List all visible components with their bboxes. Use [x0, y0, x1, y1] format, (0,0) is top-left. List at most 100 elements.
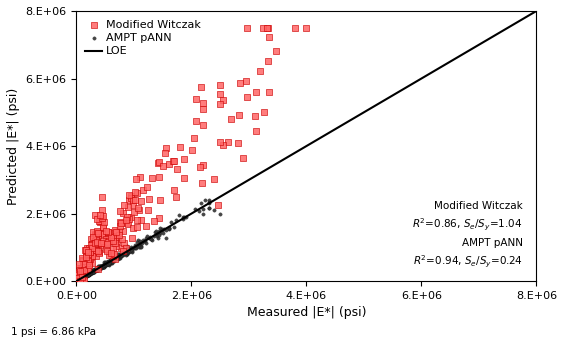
Modified Witczak [99, 230, 108, 235]
AMPT pANN [90, 268, 99, 274]
Modified Witczak [124, 198, 133, 203]
AMPT pANN [98, 264, 107, 269]
AMPT pANN [79, 274, 88, 279]
Modified Witczak [155, 159, 164, 165]
Modified Witczak [272, 48, 281, 53]
AMPT pANN [85, 271, 94, 276]
AMPT pANN [76, 276, 85, 282]
AMPT pANN [80, 274, 89, 279]
AMPT pANN [76, 276, 85, 282]
AMPT pANN [97, 264, 106, 270]
Modified Witczak [144, 207, 153, 212]
Modified Witczak [109, 251, 118, 257]
Modified Witczak [82, 248, 91, 253]
AMPT pANN [102, 259, 111, 265]
AMPT pANN [90, 268, 99, 273]
AMPT pANN [78, 275, 87, 280]
Legend: Modified Witczak, AMPT pANN, LOE: Modified Witczak, AMPT pANN, LOE [82, 17, 205, 60]
Modified Witczak [260, 109, 269, 115]
Modified Witczak [113, 234, 122, 240]
AMPT pANN [86, 270, 95, 275]
Modified Witczak [74, 278, 83, 284]
AMPT pANN [89, 267, 98, 272]
AMPT pANN [74, 277, 83, 283]
AMPT pANN [92, 265, 102, 271]
AMPT pANN [81, 273, 90, 278]
AMPT pANN [109, 256, 118, 261]
AMPT pANN [74, 277, 83, 282]
Modified Witczak [91, 240, 100, 245]
AMPT pANN [88, 269, 97, 275]
Modified Witczak [91, 238, 100, 244]
AMPT pANN [136, 244, 145, 249]
AMPT pANN [81, 273, 90, 278]
Modified Witczak [80, 268, 89, 273]
AMPT pANN [107, 256, 116, 261]
Modified Witczak [77, 276, 86, 282]
AMPT pANN [76, 276, 85, 282]
AMPT pANN [191, 206, 200, 211]
Modified Witczak [80, 277, 89, 283]
AMPT pANN [73, 278, 82, 284]
AMPT pANN [80, 273, 89, 278]
AMPT pANN [81, 272, 90, 278]
Modified Witczak [125, 193, 134, 198]
Modified Witczak [226, 117, 235, 122]
AMPT pANN [204, 198, 213, 203]
AMPT pANN [77, 275, 86, 281]
AMPT pANN [72, 278, 81, 284]
AMPT pANN [152, 233, 161, 238]
Modified Witczak [90, 212, 99, 218]
AMPT pANN [85, 271, 94, 276]
AMPT pANN [107, 256, 116, 262]
Modified Witczak [81, 264, 90, 269]
Modified Witczak [74, 277, 83, 283]
AMPT pANN [99, 264, 108, 270]
AMPT pANN [80, 274, 89, 279]
Modified Witczak [88, 229, 97, 234]
Modified Witczak [78, 261, 87, 267]
AMPT pANN [122, 252, 131, 257]
AMPT pANN [122, 247, 131, 253]
AMPT pANN [107, 257, 116, 262]
Modified Witczak [92, 232, 101, 237]
AMPT pANN [74, 277, 83, 282]
Modified Witczak [74, 270, 83, 275]
Modified Witczak [196, 165, 205, 170]
AMPT pANN [76, 276, 85, 282]
AMPT pANN [147, 238, 156, 243]
AMPT pANN [72, 278, 81, 284]
AMPT pANN [89, 269, 98, 274]
AMPT pANN [78, 275, 87, 280]
AMPT pANN [111, 255, 120, 260]
AMPT pANN [126, 247, 135, 252]
AMPT pANN [77, 276, 86, 281]
AMPT pANN [119, 250, 128, 255]
AMPT pANN [92, 266, 102, 272]
AMPT pANN [87, 270, 96, 275]
AMPT pANN [86, 269, 95, 275]
AMPT pANN [104, 259, 113, 264]
AMPT pANN [80, 273, 89, 279]
Modified Witczak [122, 220, 131, 225]
Modified Witczak [118, 210, 127, 215]
AMPT pANN [171, 217, 180, 222]
AMPT pANN [80, 274, 89, 279]
AMPT pANN [92, 267, 102, 272]
Modified Witczak [94, 236, 103, 241]
Modified Witczak [91, 253, 100, 258]
AMPT pANN [97, 265, 106, 270]
Modified Witczak [235, 80, 244, 85]
AMPT pANN [90, 268, 99, 273]
Modified Witczak [76, 274, 85, 279]
AMPT pANN [116, 253, 125, 258]
Modified Witczak [103, 248, 112, 253]
Modified Witczak [262, 26, 271, 31]
Text: Modified Witczak
$R^2$=0.86, $S_e/S_y$=1.04
AMPT pANN
$R^2$=0.94, $S_e/S_y$=0.24: Modified Witczak $R^2$=0.86, $S_e/S_y$=1… [412, 201, 523, 270]
AMPT pANN [90, 268, 99, 273]
Modified Witczak [88, 260, 97, 266]
AMPT pANN [82, 273, 91, 278]
Modified Witczak [219, 142, 228, 148]
Modified Witczak [77, 274, 86, 279]
AMPT pANN [93, 265, 102, 271]
